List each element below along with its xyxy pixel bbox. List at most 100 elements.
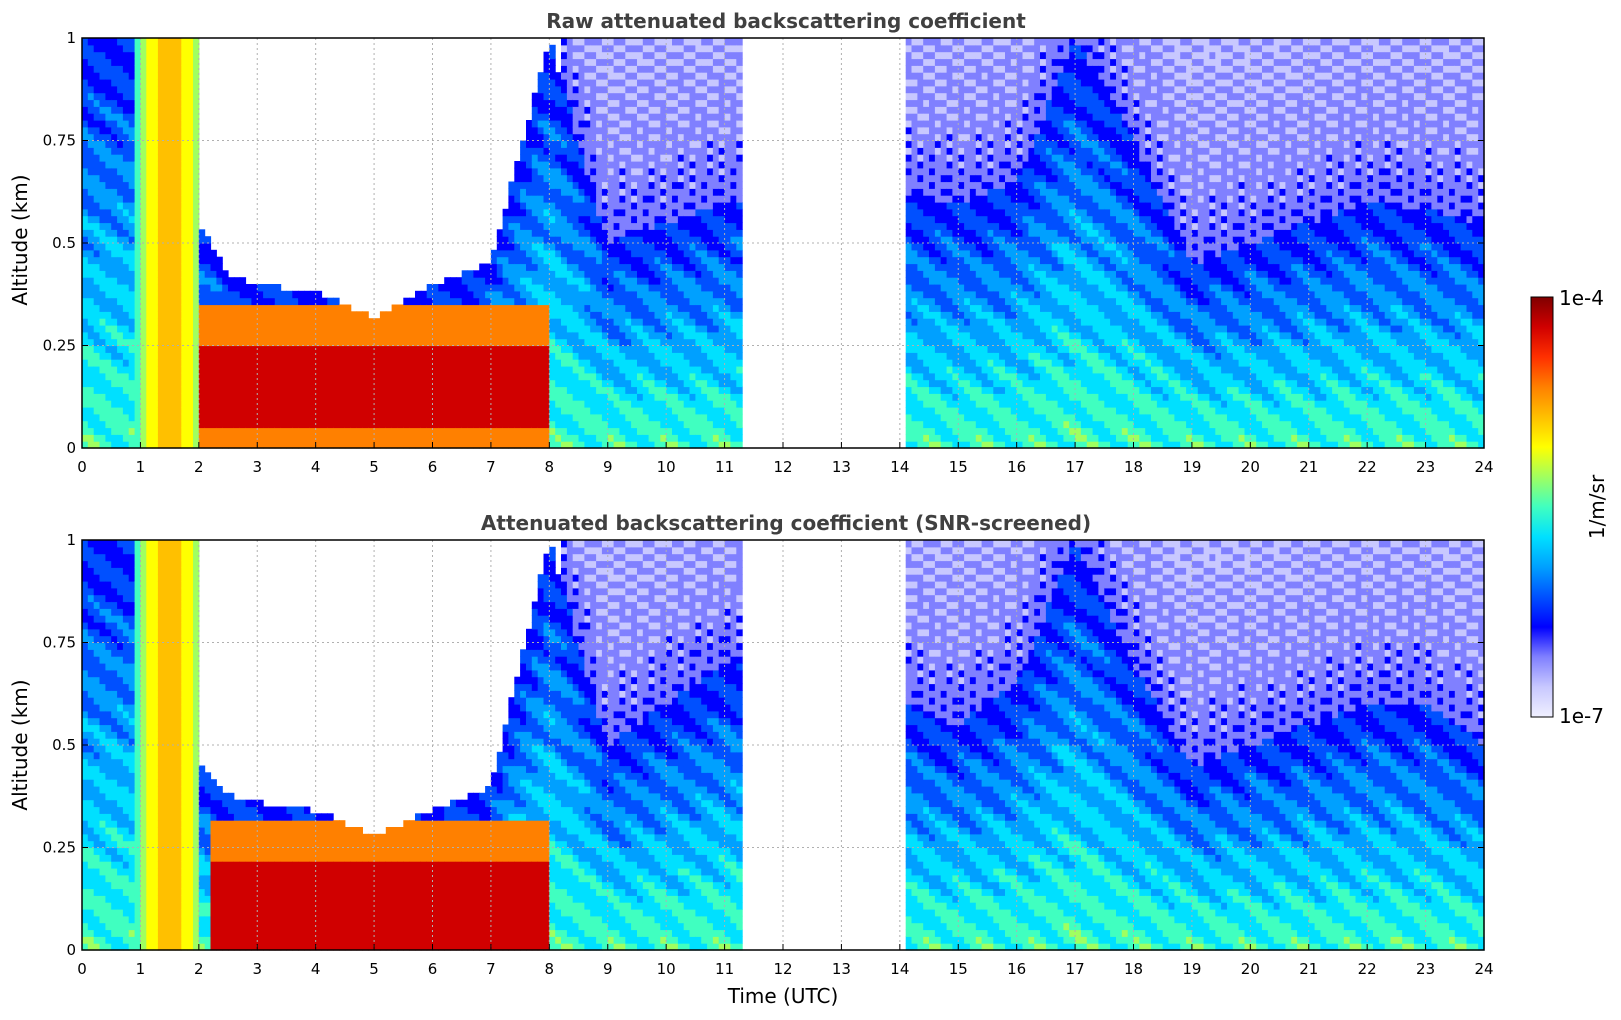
heatmap-cell (549, 59, 555, 66)
heatmap-cell (690, 188, 696, 195)
heatmap-cell (725, 223, 731, 230)
heatmap-cell (228, 346, 234, 353)
heatmap-cell (725, 380, 731, 387)
heatmap-cell (316, 318, 322, 325)
heatmap-cell (923, 311, 929, 318)
heatmap-cell (397, 305, 403, 312)
heatmap-cell (637, 277, 643, 284)
heatmap-cell (100, 161, 106, 168)
heatmap-cell (123, 298, 129, 305)
heatmap-cell (298, 366, 304, 373)
heatmap-cell (111, 209, 117, 216)
heatmap-cell (701, 182, 707, 189)
heatmap-cell (906, 100, 912, 107)
heatmap-cell (713, 277, 719, 284)
heatmap-cell (129, 250, 135, 257)
heatmap-cell (433, 373, 439, 380)
heatmap-cell (678, 250, 684, 257)
heatmap-cell (614, 147, 620, 154)
heatmap-cell (730, 154, 736, 161)
heatmap-cell (111, 147, 117, 154)
heatmap-cell (228, 387, 234, 394)
heatmap-cell (333, 332, 339, 339)
heatmap-cell (304, 366, 310, 373)
heatmap-cell (287, 380, 293, 387)
heatmap-cell (695, 434, 701, 441)
heatmap-cell (579, 161, 585, 168)
heatmap-cell (304, 305, 310, 312)
heatmap-cell (304, 373, 310, 380)
heatmap-cell (555, 346, 561, 353)
heatmap-cell (123, 339, 129, 346)
heatmap-cell (88, 325, 94, 332)
heatmap-cell (695, 216, 701, 223)
heatmap-cell (497, 243, 503, 250)
heatmap-cell (619, 305, 625, 312)
heatmap-cell (444, 346, 450, 353)
heatmap-cell (526, 168, 532, 175)
heatmap-cell (129, 216, 135, 223)
heatmap-cell (614, 284, 620, 291)
heatmap-cell (555, 305, 561, 312)
heatmap-cell (614, 434, 620, 441)
heatmap-cell (100, 113, 106, 120)
heatmap-cell (514, 195, 520, 202)
heatmap-cell (111, 284, 117, 291)
heatmap-cell (730, 59, 736, 66)
heatmap-cell (421, 305, 427, 312)
heatmap-cell (503, 373, 509, 380)
heatmap-cell (730, 291, 736, 298)
heatmap-cell (462, 359, 468, 366)
heatmap-cell (690, 325, 696, 332)
heatmap-cell (684, 428, 690, 435)
heatmap-cell (100, 38, 106, 45)
heatmap-cell (176, 270, 182, 277)
heatmap-cell (736, 65, 742, 72)
heatmap-cell (228, 291, 234, 298)
heatmap-cell (538, 352, 544, 359)
heatmap-cell (357, 318, 363, 325)
heatmap-cell (199, 236, 205, 243)
heatmap-cell (614, 182, 620, 189)
heatmap-cell (906, 277, 912, 284)
heatmap-cell (333, 421, 339, 428)
heatmap-cell (140, 407, 146, 414)
heatmap-cell (672, 175, 678, 182)
heatmap-cell (450, 400, 456, 407)
heatmap-cell (491, 325, 497, 332)
heatmap-cell (660, 284, 666, 291)
heatmap-cell (725, 414, 731, 421)
heatmap-cell (333, 318, 339, 325)
heatmap-cell (82, 106, 88, 113)
heatmap-cell (549, 93, 555, 100)
heatmap-cell (596, 311, 602, 318)
heatmap-cell (672, 352, 678, 359)
heatmap-cell (158, 400, 164, 407)
heatmap-cell (473, 407, 479, 414)
heatmap-cell (526, 195, 532, 202)
heatmap-cell (549, 257, 555, 264)
heatmap-cell (532, 346, 538, 353)
heatmap-cell (555, 161, 561, 168)
heatmap-cell (555, 352, 561, 359)
heatmap-cell (538, 223, 544, 230)
heatmap-cell (164, 141, 170, 148)
heatmap-cell (678, 100, 684, 107)
heatmap-cell (433, 325, 439, 332)
heatmap-cell (123, 387, 129, 394)
heatmap-cell (643, 72, 649, 79)
heatmap-cell (181, 100, 187, 107)
heatmap-cell (497, 434, 503, 441)
heatmap-cell (596, 79, 602, 86)
heatmap-cell (205, 407, 211, 414)
heatmap-cell (602, 257, 608, 264)
heatmap-cell (123, 45, 129, 52)
heatmap-cell (532, 352, 538, 359)
heatmap-cell (655, 339, 661, 346)
heatmap-cell (538, 393, 544, 400)
heatmap-cell (170, 277, 176, 284)
heatmap-cell (596, 305, 602, 312)
heatmap-cell (158, 195, 164, 202)
heatmap-cell (602, 359, 608, 366)
